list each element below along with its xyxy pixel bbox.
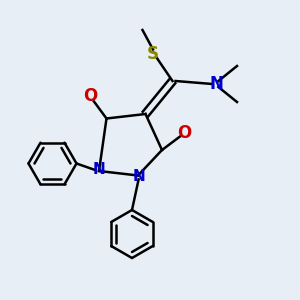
Text: N: N — [209, 75, 223, 93]
Text: S: S — [147, 45, 159, 63]
Text: O: O — [83, 87, 97, 105]
Text: N: N — [133, 169, 146, 184]
Text: N: N — [93, 162, 105, 177]
Text: O: O — [177, 124, 192, 142]
